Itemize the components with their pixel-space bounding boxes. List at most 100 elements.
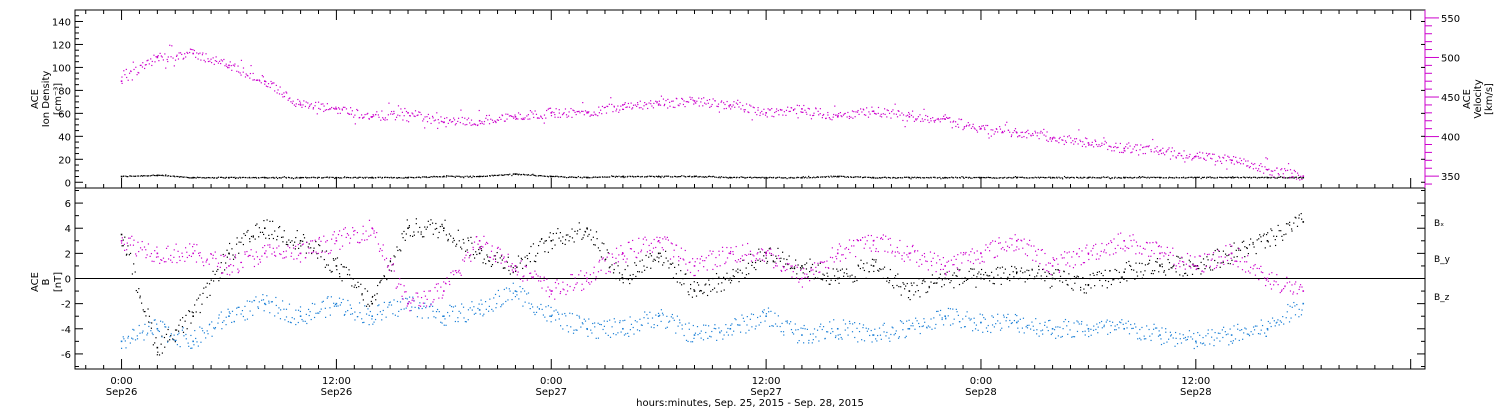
bz-point: [665, 238, 667, 240]
bx-point: [1105, 279, 1107, 282]
by-point: [772, 325, 774, 327]
bz-point: [863, 247, 865, 249]
bx-point: [1214, 249, 1216, 252]
velocity-point: [1128, 142, 1130, 144]
by-point: [991, 324, 994, 326]
by-point: [206, 330, 208, 332]
bx-point: [571, 228, 573, 230]
velocity-point: [257, 79, 259, 81]
by-point: [1076, 320, 1078, 322]
velocity-point: [1065, 141, 1068, 144]
by-point: [676, 315, 678, 317]
bz-point: [173, 249, 175, 251]
velocity-point: [326, 109, 328, 111]
bx-point: [889, 268, 891, 271]
bz-point: [145, 257, 147, 259]
velocity-point: [759, 114, 761, 117]
velocity-point: [527, 114, 529, 116]
velocity-point: [472, 124, 474, 126]
velocity-point: [1050, 140, 1053, 142]
velocity-point: [651, 105, 653, 107]
density-point: [661, 175, 663, 177]
by-point: [344, 313, 346, 316]
velocity-point: [418, 111, 420, 113]
bz-point: [755, 258, 757, 260]
bz-point: [524, 265, 526, 267]
density-point: [786, 177, 788, 180]
by-point: [185, 338, 187, 340]
by-point: [617, 332, 619, 334]
by-point: [901, 321, 903, 323]
by-point: [421, 317, 423, 319]
bx-point: [699, 290, 701, 292]
velocity-point: [249, 72, 252, 75]
by-point: [509, 290, 511, 292]
by-point: [536, 306, 539, 308]
bx-point: [537, 252, 539, 254]
velocity-point: [969, 124, 971, 126]
velocity-point: [357, 109, 359, 112]
bz-point: [491, 245, 493, 247]
velocity-point: [1186, 154, 1188, 157]
bz-point: [212, 254, 214, 256]
bx-point: [1191, 273, 1194, 275]
density-point: [562, 176, 564, 178]
velocity-point: [262, 76, 264, 78]
by-point: [347, 309, 349, 312]
velocity-point: [887, 109, 889, 112]
bz-point: [623, 255, 626, 257]
density-point: [693, 175, 696, 177]
bz-point: [661, 247, 663, 249]
bx-point: [827, 275, 829, 277]
density-point: [823, 176, 825, 178]
by-point: [777, 315, 779, 317]
density-point: [275, 176, 277, 178]
density-point: [405, 176, 407, 179]
by-point: [1259, 333, 1261, 335]
velocity-point: [927, 115, 929, 118]
by-point: [308, 314, 310, 317]
bz-point: [870, 250, 872, 252]
by-point: [842, 319, 845, 321]
velocity-point: [1261, 165, 1263, 168]
density-point: [572, 176, 575, 178]
bz-point: [669, 258, 672, 260]
bx-point: [320, 256, 322, 258]
bz-point: [282, 251, 285, 253]
bz-point: [232, 265, 235, 267]
velocity-point: [949, 117, 951, 119]
velocity-point: [341, 108, 343, 110]
by-point: [770, 310, 772, 312]
bx-point: [968, 270, 970, 273]
density-point: [1087, 177, 1089, 179]
density-point: [910, 178, 912, 180]
velocity-point: [1072, 140, 1074, 142]
bx-point: [329, 269, 331, 271]
bz-point: [412, 297, 414, 300]
bx-point: [624, 268, 626, 271]
by-point: [1042, 333, 1044, 335]
bx-point: [750, 253, 752, 255]
density-point: [657, 176, 659, 178]
by-point: [1099, 322, 1101, 324]
bx-point: [1011, 265, 1013, 268]
bz-point: [693, 274, 695, 277]
by-point: [1179, 333, 1181, 335]
bx-point: [174, 341, 176, 343]
density-point: [852, 176, 854, 179]
bz-point: [408, 301, 410, 303]
bz-point: [160, 259, 162, 261]
by-point: [935, 323, 937, 326]
bz-point: [760, 248, 763, 250]
density-point: [1101, 176, 1103, 178]
by-point: [949, 324, 952, 326]
bz-point: [592, 272, 595, 274]
density-point: [722, 176, 724, 178]
bz-point: [392, 263, 394, 265]
bz-point: [682, 258, 684, 260]
density-point: [609, 176, 611, 178]
by-point: [462, 306, 465, 308]
density-point: [356, 177, 358, 179]
bx-point: [1285, 223, 1288, 225]
velocity-point: [1177, 154, 1179, 157]
